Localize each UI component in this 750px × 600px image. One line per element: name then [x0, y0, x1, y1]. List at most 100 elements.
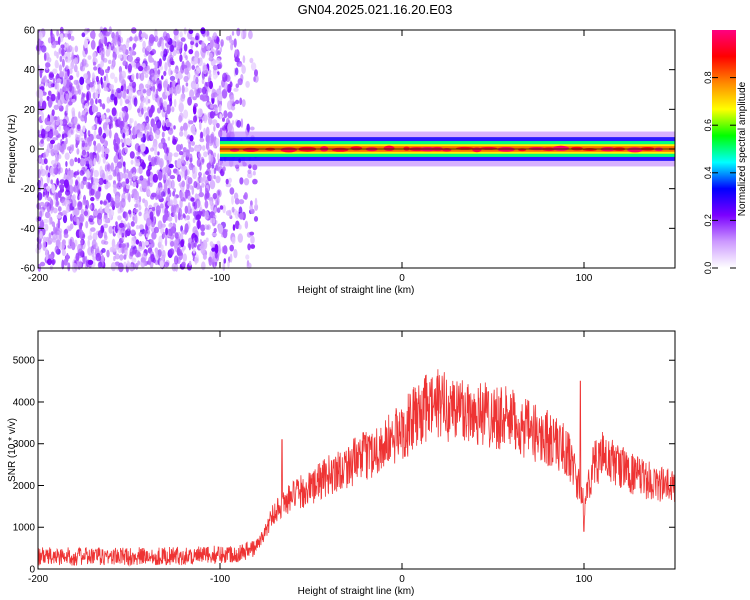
noise-speckle — [193, 115, 197, 123]
noise-speckle — [235, 220, 240, 230]
noise-speckle — [51, 258, 56, 265]
noise-speckle — [176, 171, 179, 176]
noise-speckle — [229, 253, 233, 263]
noise-speckle — [208, 256, 213, 263]
y-tick-label: -20 — [21, 184, 36, 195]
noise-speckle — [157, 107, 161, 114]
noise-speckle — [147, 98, 151, 104]
noise-speckle — [209, 111, 215, 119]
noise-speckle — [195, 77, 199, 85]
noise-speckle — [133, 208, 139, 213]
noise-speckle — [183, 214, 186, 219]
noise-speckle — [129, 151, 135, 159]
noise-speckle — [162, 120, 165, 127]
y-tick-label: -60 — [21, 264, 36, 275]
y-tick-label: 0 — [29, 565, 35, 576]
noise-speckle — [99, 206, 103, 211]
noise-speckle — [108, 59, 112, 65]
noise-speckle — [161, 75, 164, 80]
noise-speckle — [249, 57, 254, 64]
noise-speckle — [120, 198, 126, 208]
noise-speckle — [68, 84, 73, 92]
noise-speckle — [48, 90, 52, 96]
figure-title: GN04.2025.021.16.20.E03 — [298, 2, 453, 17]
noise-speckle — [111, 107, 117, 117]
noise-speckle — [146, 45, 152, 52]
noise-speckle — [87, 137, 92, 147]
noise-speckle — [129, 117, 132, 127]
noise-speckle — [231, 236, 236, 245]
noise-speckle — [74, 157, 78, 163]
noise-speckle — [232, 224, 236, 231]
noise-speckle — [87, 239, 90, 248]
noise-speckle — [56, 29, 59, 37]
noise-speckle — [122, 132, 125, 139]
noise-speckle — [108, 210, 112, 221]
noise-speckle — [179, 31, 183, 38]
y-tick-label: 4000 — [13, 397, 36, 408]
noise-speckle — [53, 50, 58, 57]
noise-speckle — [144, 240, 149, 246]
noise-speckle — [81, 58, 87, 67]
noise-speckle — [66, 252, 69, 262]
noise-speckle — [247, 169, 252, 174]
noise-speckle — [129, 179, 133, 186]
noise-speckle — [211, 232, 218, 237]
noise-speckle — [197, 57, 201, 64]
noise-speckle — [46, 57, 52, 63]
noise-speckle — [69, 158, 75, 167]
noise-speckle — [98, 47, 103, 56]
noise-speckle — [50, 93, 56, 102]
noise-speckle — [60, 44, 65, 49]
x-tick-label: 100 — [576, 273, 593, 284]
noise-speckle — [181, 155, 185, 163]
noise-speckle — [61, 239, 66, 246]
noise-speckle — [137, 260, 141, 266]
noise-speckle — [59, 55, 63, 63]
noise-speckle — [135, 239, 140, 245]
noise-speckle — [142, 40, 146, 50]
noise-speckle — [126, 89, 129, 94]
noise-speckle — [214, 252, 218, 259]
noise-speckle — [98, 126, 103, 136]
noise-speckle — [222, 245, 228, 255]
noise-speckle — [236, 27, 241, 37]
noise-speckle — [169, 98, 173, 107]
noise-speckle — [160, 137, 166, 144]
noise-speckle — [54, 59, 59, 69]
noise-speckle — [130, 221, 135, 227]
noise-speckle — [40, 45, 47, 53]
noise-speckle — [134, 58, 140, 64]
noise-speckle — [110, 162, 115, 172]
noise-speckle — [108, 225, 113, 234]
noise-speckle — [253, 76, 256, 82]
noise-speckle — [114, 195, 121, 204]
noise-speckle — [234, 99, 240, 105]
noise-speckle — [177, 174, 182, 182]
noise-speckle — [65, 65, 69, 70]
x-tick-label: -100 — [210, 574, 230, 585]
noise-speckle — [105, 31, 110, 37]
noise-speckle — [40, 168, 46, 177]
noise-speckle — [127, 193, 131, 203]
noise-speckle — [110, 40, 114, 47]
noise-speckle — [252, 170, 256, 176]
noise-speckle — [130, 229, 136, 235]
noise-speckle — [213, 174, 216, 180]
noise-speckle — [118, 262, 124, 273]
noise-speckle — [95, 90, 99, 100]
noise-speckle — [156, 186, 160, 194]
noise-speckle — [234, 49, 238, 57]
noise-speckle — [145, 233, 149, 238]
noise-speckle — [81, 166, 86, 175]
noise-speckle — [85, 221, 89, 229]
noise-speckle — [57, 168, 61, 175]
noise-speckle — [209, 200, 213, 206]
noise-speckle — [112, 57, 116, 67]
noise-speckle — [163, 70, 167, 77]
noise-speckle — [148, 34, 155, 44]
noise-speckle — [45, 62, 51, 68]
noise-speckle — [170, 240, 175, 247]
noise-speckle — [90, 88, 97, 93]
noise-speckle — [80, 114, 86, 122]
